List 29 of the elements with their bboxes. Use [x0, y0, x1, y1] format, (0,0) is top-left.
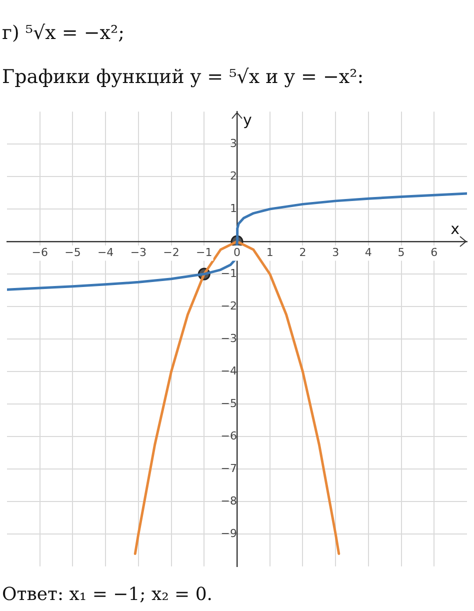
x-tick-label: −5 [64, 246, 81, 259]
y-tick-label: −5 [220, 396, 237, 410]
x-tick-label: −1 [196, 246, 212, 259]
y-tick-label: −7 [220, 462, 237, 475]
y-tick-label: 3 [230, 136, 237, 150]
y-tick-label: −2 [220, 299, 237, 312]
x-tick-label: 1 [266, 246, 274, 259]
x-tick-label: −2 [163, 246, 180, 259]
x-tick-label: −4 [97, 246, 114, 259]
y-tick-label: 2 [230, 169, 237, 182]
chart-title: г) ⁵√x = −x²; [2, 22, 124, 44]
x-tick-label: 3 [332, 246, 340, 259]
x-tick-label: 6 [430, 246, 438, 259]
y-tick-label: −4 [220, 364, 237, 378]
x-tick-label: 4 [364, 246, 372, 259]
y-tick-label: 1 [230, 202, 237, 215]
text: Ответ: x₁ = −1; x₂ = 0. [2, 584, 213, 605]
y-axis-title: y [243, 110, 252, 129]
x-tick-label: 2 [299, 246, 306, 259]
y-tick-label: −6 [220, 429, 237, 442]
y-tick-label: −1 [220, 266, 237, 280]
chart-subtitle: Графики функций y = ⁵√x и y = −x²: [2, 66, 364, 88]
y-tick-label: −9 [220, 526, 237, 540]
y-tick-label: −8 [220, 494, 237, 508]
x-tick-label: 5 [398, 246, 405, 259]
x-tick-label: −6 [32, 246, 48, 259]
x-tick-label: −3 [130, 246, 147, 259]
x-axis-title: x [450, 220, 460, 238]
y-tick-label: −3 [220, 332, 237, 345]
